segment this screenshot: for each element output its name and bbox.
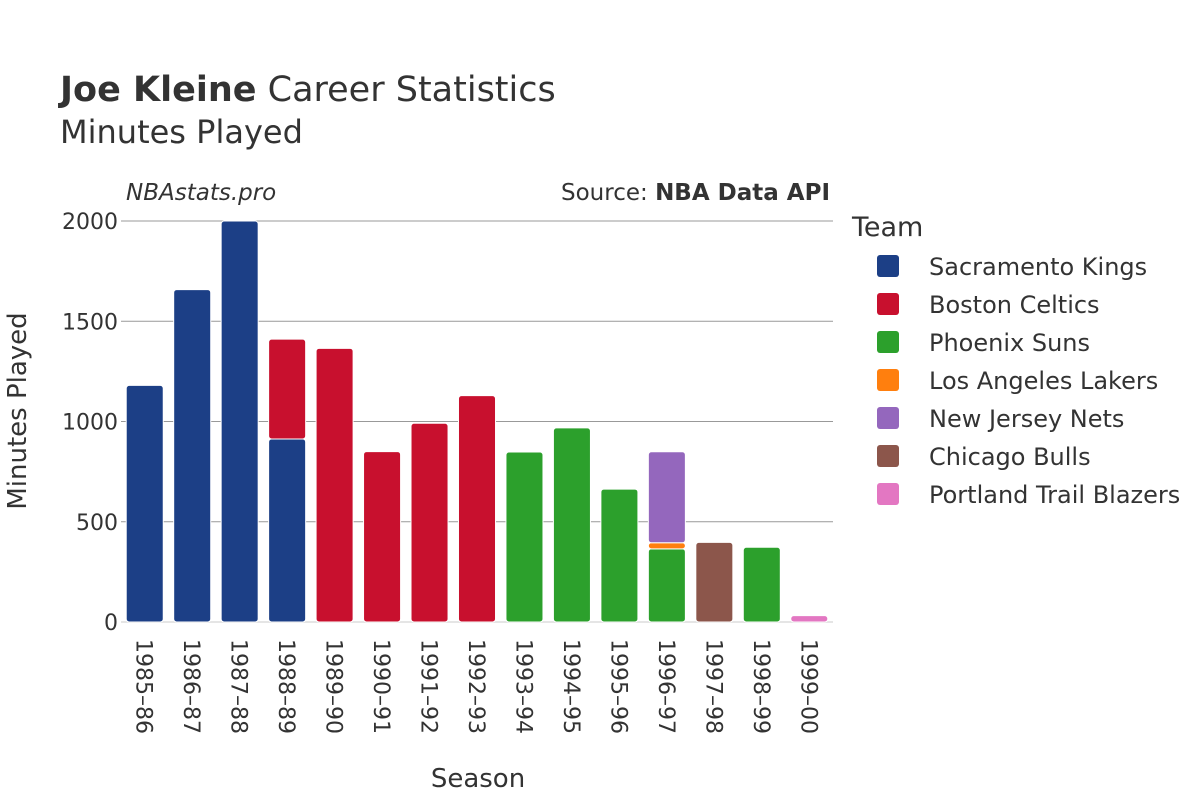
bar-segment bbox=[647, 451, 686, 544]
bar-segment bbox=[505, 451, 544, 623]
bar-segment bbox=[742, 546, 781, 623]
brand-watermark: NBAstats.pro bbox=[126, 180, 276, 206]
x-tick-label: 1990–91 bbox=[368, 639, 393, 734]
source-name: NBA Data API bbox=[655, 180, 830, 206]
legend-label: Chicago Bulls bbox=[929, 443, 1091, 471]
y-tick-label: 1000 bbox=[62, 411, 118, 436]
x-tick-label: 1997–98 bbox=[700, 639, 725, 734]
bar-segment bbox=[647, 542, 686, 550]
x-tick-label: 1993–94 bbox=[510, 639, 535, 734]
legend-title: Team bbox=[851, 212, 923, 243]
legend-label: New Jersey Nets bbox=[929, 405, 1124, 433]
x-axis-ticks: 1985–86 1986–87 1987–88 1988–89 1989–90 1990–… bbox=[131, 639, 821, 734]
x-tick-label: 1992–93 bbox=[463, 639, 488, 734]
x-tick-label: 1995–96 bbox=[605, 639, 630, 734]
legend-swatch bbox=[877, 255, 899, 277]
bar-segment bbox=[695, 541, 734, 623]
chart-title: Joe Kleine Career Statistics bbox=[58, 70, 556, 110]
bar-segment bbox=[790, 615, 829, 623]
legend-swatch bbox=[877, 407, 899, 429]
bar-segment bbox=[125, 384, 164, 623]
bar-segment bbox=[647, 548, 686, 623]
chart-subtitle: Minutes Played bbox=[60, 113, 303, 151]
legend-label: Phoenix Suns bbox=[929, 329, 1090, 357]
x-tick-label: 1991–92 bbox=[416, 639, 441, 734]
x-tick-label: 1986–87 bbox=[178, 639, 203, 734]
bar-segment bbox=[268, 338, 307, 440]
y-tick-label: 500 bbox=[76, 511, 118, 536]
x-axis-title: Season bbox=[431, 764, 525, 794]
bar-segment bbox=[410, 422, 449, 623]
y-tick-label: 2000 bbox=[62, 210, 118, 235]
x-tick-label: 1994–95 bbox=[558, 639, 583, 734]
bars bbox=[125, 220, 829, 623]
source-prefix: Source: bbox=[561, 180, 655, 206]
bar-segment bbox=[363, 451, 402, 623]
bar-segment bbox=[315, 347, 354, 623]
bar-segment bbox=[457, 395, 497, 623]
legend-swatch bbox=[877, 293, 899, 315]
source-credit: Source: NBA Data API bbox=[561, 180, 830, 206]
x-tick-label: 1985–86 bbox=[131, 639, 156, 734]
y-tick-label: 1500 bbox=[62, 310, 118, 335]
bar-segment bbox=[173, 289, 212, 623]
y-axis-ticks: 0 500 1000 1500 2000 bbox=[62, 210, 118, 636]
bar-segment bbox=[552, 427, 591, 623]
legend-swatch bbox=[877, 445, 899, 467]
legend-swatch bbox=[877, 369, 899, 391]
legend-label: Boston Celtics bbox=[929, 291, 1100, 319]
x-tick-label: 1989–90 bbox=[321, 639, 346, 734]
legend-label: Los Angeles Lakers bbox=[929, 367, 1158, 395]
x-tick-label: 1996–97 bbox=[653, 639, 678, 734]
bar-segment bbox=[600, 488, 639, 623]
legend-label: Sacramento Kings bbox=[929, 253, 1147, 281]
legend: Sacramento Kings Boston Celtics Phoenix Su… bbox=[877, 253, 1180, 509]
y-axis-title: Minutes Played bbox=[3, 312, 33, 509]
x-tick-label: 1988–89 bbox=[273, 639, 298, 734]
y-tick-label: 0 bbox=[104, 611, 118, 636]
x-tick-label: 1998–99 bbox=[748, 639, 773, 734]
legend-swatch bbox=[877, 483, 899, 505]
bar-segment bbox=[268, 438, 307, 623]
title-suffix: Career Statistics bbox=[268, 70, 556, 110]
legend-label: Portland Trail Blazers bbox=[929, 481, 1180, 509]
legend-swatch bbox=[877, 331, 899, 353]
x-tick-label: 1987–88 bbox=[226, 639, 251, 734]
x-tick-label: 1999–00 bbox=[795, 639, 820, 734]
bar-segment bbox=[220, 220, 259, 623]
player-name: Joe Kleine bbox=[58, 70, 257, 110]
